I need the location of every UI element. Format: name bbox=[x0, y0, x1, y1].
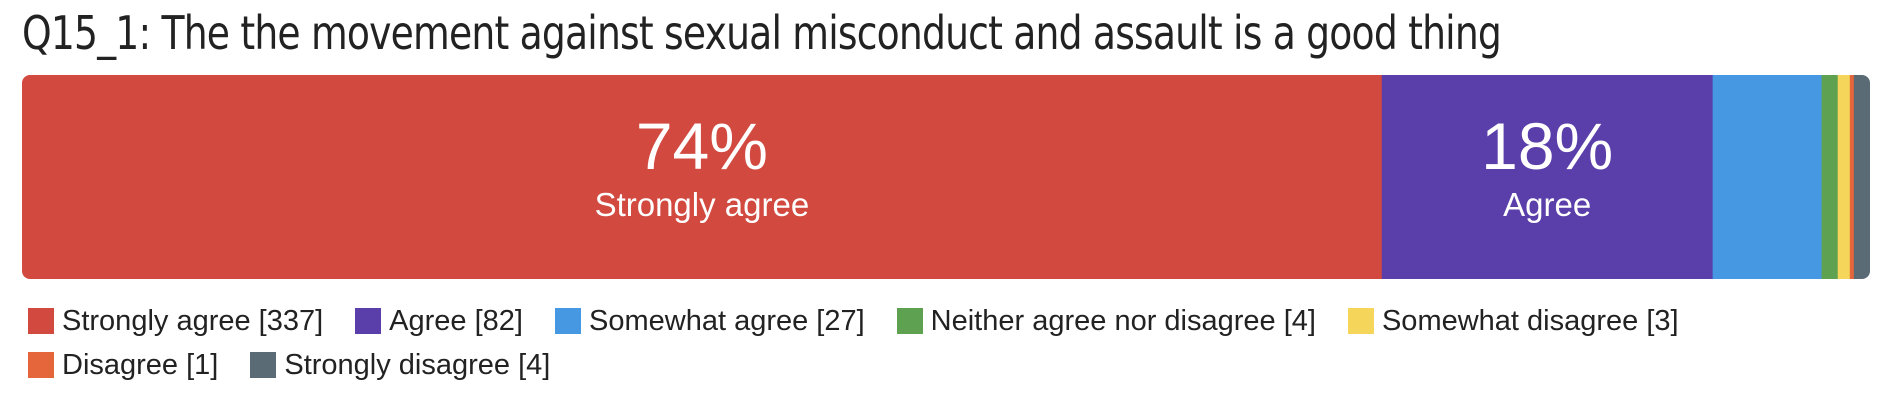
legend: Strongly agree [337] Agree [82] Somewhat a… bbox=[28, 304, 1868, 382]
legend-label-disagree: Disagree [1] bbox=[62, 349, 218, 382]
data-label-percent-agree: 18% bbox=[1481, 109, 1613, 183]
bar-segment-somewhat-agree bbox=[1713, 75, 1823, 279]
legend-item-neither-agree-nor-disagree: Neither agree nor disagree [4] bbox=[897, 304, 1316, 338]
legend-label-strongly-disagree: Strongly disagree [4] bbox=[284, 349, 550, 382]
legend-swatch-neither-agree-nor-disagree bbox=[897, 308, 923, 334]
legend-label-neither-agree-nor-disagree: Neither agree nor disagree [4] bbox=[931, 305, 1316, 338]
bar-segment-disagree bbox=[1850, 75, 1855, 279]
legend-label-strongly-agree: Strongly agree [337] bbox=[62, 305, 323, 338]
legend-label-agree: Agree [82] bbox=[389, 305, 523, 338]
stacked-bar-chart: 74%Strongly agree 18%Agree bbox=[0, 0, 1892, 300]
bar-segment-neither-agree-nor-disagree bbox=[1822, 75, 1839, 279]
legend-swatch-somewhat-disagree bbox=[1348, 308, 1374, 334]
legend-swatch-disagree bbox=[28, 352, 54, 378]
legend-label-somewhat-disagree: Somewhat disagree [3] bbox=[1382, 305, 1679, 338]
legend-swatch-somewhat-agree bbox=[555, 308, 581, 334]
legend-label-somewhat-agree: Somewhat agree [27] bbox=[589, 305, 865, 338]
data-label-category-strongly-agree: Strongly agree bbox=[595, 186, 810, 223]
legend-item-agree: Agree [82] bbox=[355, 304, 523, 338]
legend-swatch-agree bbox=[355, 308, 381, 334]
legend-item-somewhat-agree: Somewhat agree [27] bbox=[555, 304, 865, 338]
legend-item-somewhat-disagree: Somewhat disagree [3] bbox=[1348, 304, 1679, 338]
legend-item-disagree: Disagree [1] bbox=[28, 348, 218, 382]
data-label-category-agree: Agree bbox=[1503, 186, 1591, 223]
legend-item-strongly-disagree: Strongly disagree [4] bbox=[250, 348, 550, 382]
legend-item-strongly-agree: Strongly agree [337] bbox=[28, 304, 323, 338]
bar-segment-somewhat-disagree bbox=[1838, 75, 1851, 279]
legend-swatch-strongly-disagree bbox=[250, 352, 276, 378]
legend-swatch-strongly-agree bbox=[28, 308, 54, 334]
bar-segment-strongly-disagree bbox=[1854, 75, 1871, 279]
data-label-percent-strongly-agree: 74% bbox=[636, 109, 768, 183]
